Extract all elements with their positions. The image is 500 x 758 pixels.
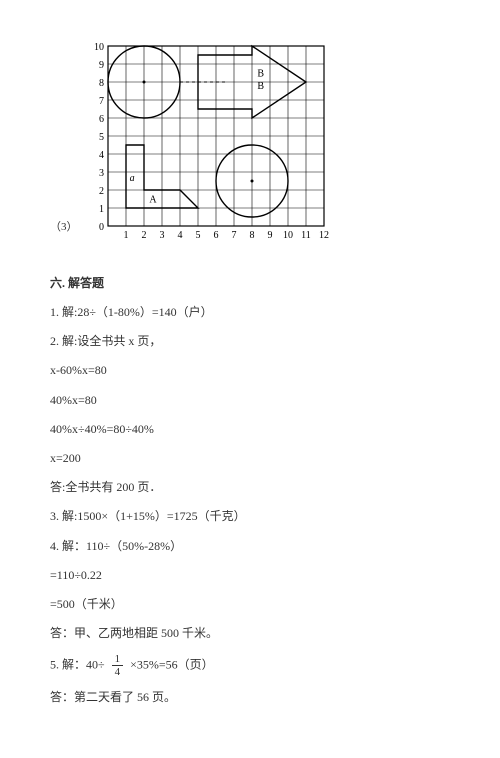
svg-text:3: 3 [99, 168, 104, 179]
answer-line: 答：第二天看了 56 页。 [50, 688, 450, 707]
figure-row: （3） 012345678910123456789101112BBaA [50, 40, 450, 244]
section-title: 六. 解答题 [50, 274, 450, 291]
answer-line: 40%x=80 [50, 391, 450, 410]
svg-text:6: 6 [213, 230, 218, 241]
answer-line: 1. 解:28÷（1-80%）=140（户） [50, 303, 450, 322]
answer-line: =110÷0.22 [50, 566, 450, 585]
svg-text:9: 9 [99, 60, 104, 71]
svg-text:1: 1 [99, 204, 104, 215]
fraction: 1 4 [112, 653, 124, 678]
svg-text:B: B [257, 69, 264, 80]
svg-text:7: 7 [99, 96, 104, 107]
svg-text:11: 11 [301, 230, 311, 241]
svg-text:0: 0 [99, 222, 104, 233]
svg-text:10: 10 [94, 42, 104, 53]
text-part: ×35%=56（页） [130, 658, 214, 672]
svg-text:A: A [149, 195, 157, 206]
svg-text:3: 3 [159, 230, 164, 241]
answer-line: 4. 解：110÷（50%-28%） [50, 537, 450, 556]
answer-line: =500（千米） [50, 595, 450, 614]
grid-figure: 012345678910123456789101112BBaA [86, 40, 330, 244]
svg-text:8: 8 [249, 230, 254, 241]
svg-text:1: 1 [123, 230, 128, 241]
svg-text:10: 10 [283, 230, 293, 241]
svg-text:4: 4 [177, 230, 182, 241]
answer-line: x-60%x=80 [50, 361, 450, 380]
svg-text:9: 9 [267, 230, 272, 241]
answer-line: 2. 解:设全书共 x 页， [50, 332, 450, 351]
svg-text:2: 2 [141, 230, 146, 241]
svg-text:B: B [257, 81, 264, 92]
fraction-num: 1 [112, 653, 124, 666]
answer-line: x=200 [50, 449, 450, 468]
fraction-den: 4 [112, 666, 124, 678]
svg-text:5: 5 [99, 132, 104, 143]
answer-line: 答:全书共有 200 页． [50, 478, 450, 497]
svg-text:4: 4 [99, 150, 104, 161]
svg-text:8: 8 [99, 78, 104, 89]
svg-text:12: 12 [319, 230, 329, 241]
answer-line: 答：甲、乙两地相距 500 千米。 [50, 624, 450, 643]
answer-line: 5. 解：40÷ 1 4 ×35%=56（页） [50, 653, 450, 678]
svg-text:7: 7 [231, 230, 236, 241]
figure-label: （3） [50, 218, 78, 234]
svg-text:5: 5 [195, 230, 200, 241]
svg-text:6: 6 [99, 114, 104, 125]
text-part: 5. 解：40÷ [50, 658, 105, 672]
answer-line: 40%x÷40%=80÷40% [50, 420, 450, 439]
svg-text:a: a [129, 173, 134, 184]
answer-line: 3. 解:1500×（1+15%）=1725（千克） [50, 507, 450, 526]
svg-text:2: 2 [99, 186, 104, 197]
